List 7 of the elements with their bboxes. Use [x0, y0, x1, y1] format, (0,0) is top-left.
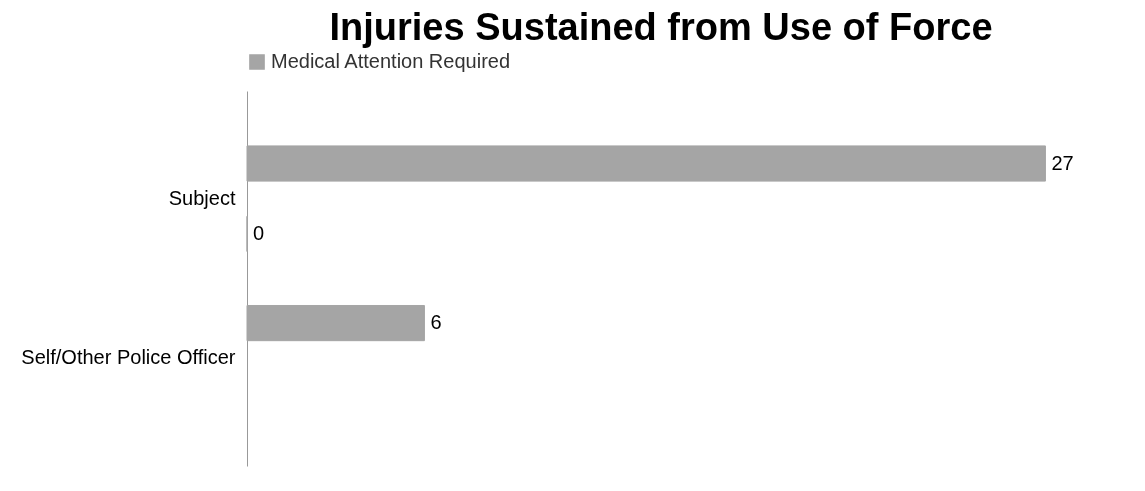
- data-label: 0: [253, 221, 265, 244]
- legend-label: Medical Attention Required: [271, 50, 511, 72]
- y-tick-label: Self/Other Police Officer: [21, 346, 236, 369]
- chart-title: Injuries Sustained from Use of Force: [329, 6, 993, 48]
- data-label: 6: [430, 311, 442, 334]
- y-tick-label: Subject: [168, 186, 236, 209]
- data-label: 27: [1051, 151, 1074, 174]
